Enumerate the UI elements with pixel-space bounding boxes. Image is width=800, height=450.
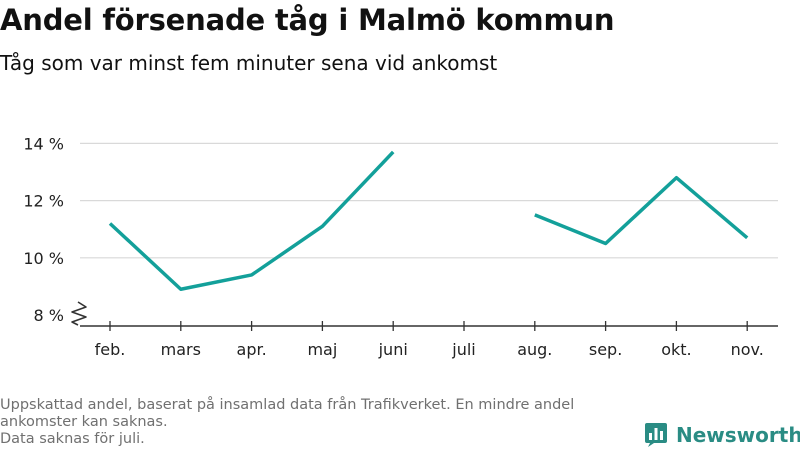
series-line-segment <box>108 150 395 292</box>
x-tick-label: apr. <box>237 340 267 359</box>
y-tick-label: 8 % <box>34 306 64 325</box>
x-tick-label: feb. <box>95 340 126 359</box>
chart-title: Andel försenade tåg i Malmö kommun <box>0 3 615 37</box>
axis-break-marker <box>71 301 87 326</box>
x-tick-label: mars <box>161 340 201 359</box>
y-tick-label: 10 % <box>23 249 64 268</box>
footnote-missing-data: Data saknas för juli. <box>0 431 145 447</box>
x-tick-label: sep. <box>589 340 622 359</box>
chart-subtitle: Tåg som var minst fem minuter sena vid a… <box>0 51 498 75</box>
x-tick-label: juli <box>451 340 475 359</box>
data-series <box>108 150 749 292</box>
brand-name: Newsworthy <box>676 423 800 447</box>
x-tick-label: nov. <box>731 340 764 359</box>
y-axis-tick-labels: 8 % 10 % 12 % 14 % <box>23 134 64 325</box>
x-tick-label: okt. <box>661 340 691 359</box>
x-tick-label: aug. <box>517 340 552 359</box>
y-tick-label: 14 % <box>23 134 64 153</box>
series-line-segment <box>534 175 749 246</box>
x-tick-label: juni <box>378 340 408 359</box>
footnote: Uppskattad andel, baserat på insamlad da… <box>0 397 630 448</box>
bar-chart-badge-icon <box>645 423 667 447</box>
x-tick-label: maj <box>307 340 337 359</box>
x-axis <box>71 301 778 331</box>
y-tick-label: 12 % <box>23 192 64 211</box>
gridlines <box>80 142 778 259</box>
brand-logo: Newsworthy <box>644 421 800 449</box>
x-axis-tick-labels: feb. mars apr. maj juni juli aug. sep. okt. nov. <box>95 340 764 359</box>
footnote-source: Uppskattad andel, baserat på insamlad da… <box>0 397 575 430</box>
